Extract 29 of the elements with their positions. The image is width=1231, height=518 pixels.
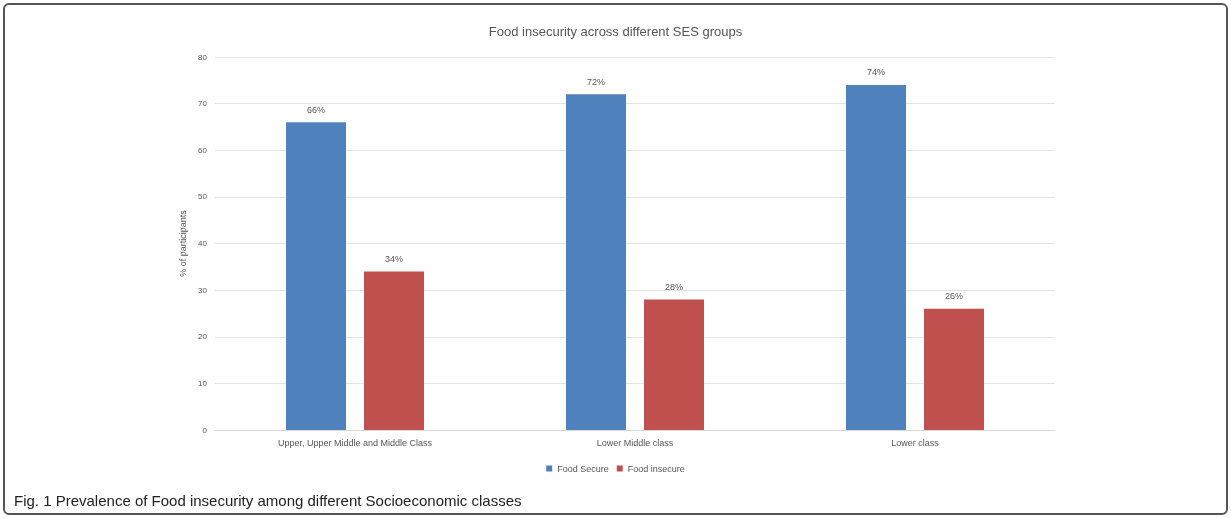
- y-tick-label: 60: [198, 145, 208, 155]
- bar: [846, 84, 906, 430]
- y-tick-label: 0: [202, 425, 208, 435]
- data-label: 66%: [306, 104, 326, 115]
- y-axis-title: % of participants: [177, 209, 188, 277]
- caption: Fig. 1 Prevalence of Food insecurity among different Socioeconomic classes: [14, 492, 522, 509]
- x-tick-label: Lower Middle class: [596, 437, 674, 448]
- x-tick-label: Lower class: [891, 437, 940, 448]
- data-label: 28%: [664, 281, 684, 292]
- y-tick-label: 20: [198, 332, 208, 342]
- x-tick-label: Upper, Upper Middle and Middle Class: [277, 437, 433, 448]
- data-label: 26%: [944, 291, 964, 302]
- chart-title: Food insecurity across different SES groups: [488, 24, 743, 39]
- bar: [364, 271, 424, 430]
- y-tick-label: 10: [198, 378, 208, 388]
- data-label: 34%: [384, 253, 404, 264]
- y-tick-label: 30: [198, 285, 208, 295]
- bar: [924, 308, 984, 430]
- data-label: 74%: [866, 67, 886, 78]
- bar: [566, 94, 626, 430]
- legend-label: Food Secure: [557, 463, 609, 474]
- data-label: 72%: [586, 76, 606, 87]
- bar: [644, 299, 704, 430]
- y-tick-label: 50: [198, 192, 208, 202]
- bar: [286, 122, 346, 430]
- y-tick-label: 70: [198, 99, 208, 109]
- legend-label: Food insecure: [627, 463, 685, 474]
- y-tick-label: 40: [198, 239, 208, 248]
- y-tick-label: 80: [198, 52, 208, 62]
